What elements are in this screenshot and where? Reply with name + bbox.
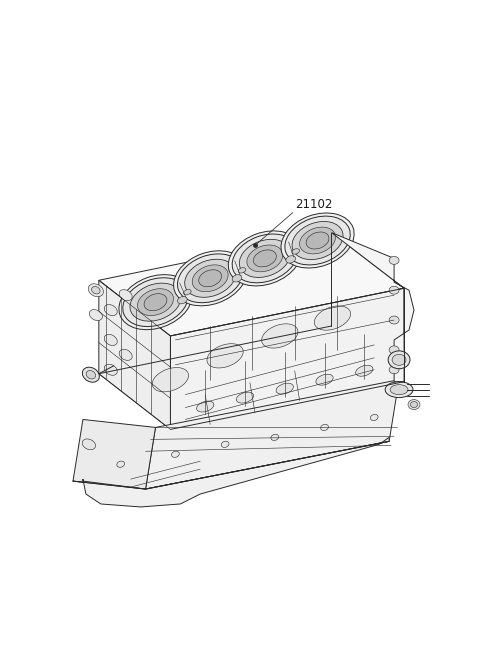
Ellipse shape (104, 364, 117, 375)
Ellipse shape (221, 441, 229, 447)
Ellipse shape (389, 256, 399, 265)
Ellipse shape (389, 316, 399, 324)
Ellipse shape (321, 424, 328, 430)
Ellipse shape (228, 231, 301, 286)
Ellipse shape (238, 268, 246, 273)
Ellipse shape (300, 227, 336, 254)
Ellipse shape (86, 371, 96, 379)
Ellipse shape (104, 335, 117, 345)
Ellipse shape (232, 234, 298, 283)
Ellipse shape (152, 367, 189, 392)
Ellipse shape (89, 310, 102, 320)
Polygon shape (99, 280, 170, 430)
Ellipse shape (123, 278, 188, 327)
Ellipse shape (199, 270, 222, 287)
Ellipse shape (174, 251, 247, 306)
Ellipse shape (185, 259, 236, 297)
Ellipse shape (247, 245, 283, 272)
Polygon shape (145, 380, 399, 489)
Ellipse shape (389, 346, 399, 354)
Ellipse shape (178, 297, 187, 304)
Ellipse shape (119, 274, 192, 329)
Ellipse shape (385, 382, 413, 398)
Ellipse shape (292, 249, 300, 254)
Ellipse shape (410, 402, 418, 407)
Ellipse shape (356, 365, 373, 376)
Ellipse shape (196, 401, 214, 412)
Ellipse shape (83, 367, 99, 383)
Ellipse shape (232, 274, 242, 282)
Ellipse shape (171, 451, 179, 457)
Ellipse shape (130, 283, 181, 321)
Ellipse shape (192, 265, 228, 291)
Ellipse shape (285, 216, 350, 265)
Ellipse shape (236, 392, 253, 403)
Ellipse shape (119, 290, 132, 301)
Ellipse shape (286, 255, 296, 263)
Ellipse shape (390, 384, 408, 394)
Ellipse shape (371, 415, 378, 421)
Polygon shape (99, 233, 404, 336)
Ellipse shape (207, 344, 243, 368)
Ellipse shape (240, 239, 290, 278)
Ellipse shape (262, 324, 298, 348)
Polygon shape (170, 288, 404, 430)
Polygon shape (332, 233, 414, 382)
Polygon shape (83, 438, 389, 507)
Ellipse shape (292, 221, 343, 259)
Ellipse shape (119, 349, 132, 360)
Ellipse shape (271, 434, 279, 440)
Ellipse shape (392, 354, 406, 365)
Ellipse shape (408, 400, 420, 409)
Ellipse shape (388, 351, 410, 369)
Ellipse shape (183, 290, 191, 295)
Ellipse shape (117, 461, 125, 467)
Ellipse shape (92, 286, 100, 294)
Ellipse shape (253, 250, 276, 267)
Ellipse shape (276, 383, 293, 394)
Ellipse shape (389, 365, 399, 374)
Ellipse shape (178, 254, 243, 303)
Ellipse shape (281, 213, 354, 268)
Ellipse shape (137, 289, 173, 316)
Ellipse shape (104, 305, 117, 316)
Ellipse shape (82, 439, 96, 450)
Ellipse shape (389, 286, 399, 294)
Ellipse shape (88, 284, 103, 297)
Ellipse shape (314, 306, 350, 330)
Ellipse shape (316, 374, 333, 385)
Text: 21102: 21102 (295, 198, 332, 211)
Ellipse shape (306, 232, 329, 249)
Ellipse shape (144, 293, 167, 310)
Polygon shape (73, 419, 156, 489)
